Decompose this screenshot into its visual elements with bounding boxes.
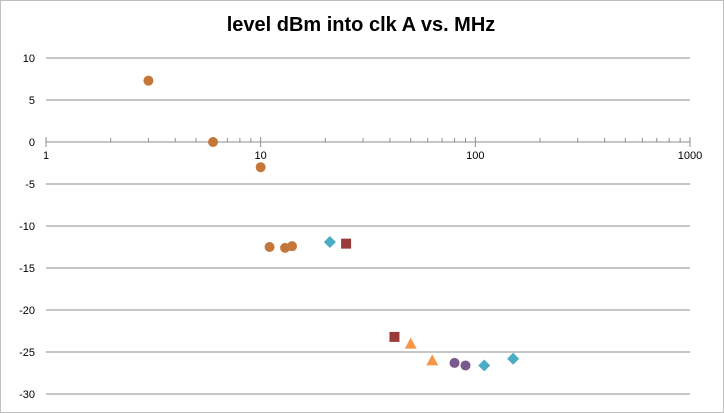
y-tick-label: -20	[19, 305, 35, 317]
y-tick-label: 0	[29, 137, 35, 149]
y-tick-label: -5	[25, 179, 35, 191]
y-tick-label: 10	[23, 53, 35, 65]
triangle-marker	[426, 354, 439, 366]
y-tick-label: -10	[19, 221, 35, 233]
circle-marker	[208, 137, 219, 147]
square-marker	[389, 331, 400, 342]
circle-marker	[143, 75, 154, 86]
y-tick-label: -25	[19, 347, 35, 359]
circle-marker	[255, 162, 266, 173]
x-tick-label: 1	[43, 150, 49, 162]
gridlines	[46, 57, 690, 395]
axes	[45, 137, 691, 147]
x-tick-label: 100	[466, 150, 484, 162]
x-tick-label: 1000	[678, 150, 702, 162]
data-points	[143, 75, 520, 372]
y-tick-label: -30	[19, 389, 35, 401]
y-tick-label: -15	[19, 263, 35, 275]
chart-title: level dBm into clk A vs. MHz	[226, 14, 496, 36]
x-tick-label: 10	[255, 150, 267, 162]
circle-marker	[449, 357, 460, 368]
triangle-marker	[404, 337, 417, 349]
y-tick-label: 5	[29, 95, 35, 107]
diamond-marker	[478, 359, 491, 372]
circle-marker	[264, 242, 275, 252]
circle-marker	[287, 241, 298, 252]
square-marker	[341, 238, 352, 249]
diamond-marker	[323, 235, 336, 248]
tick-labels: 10 5 0 -5 -10 -15 -20 -25 -30 1 10 100 1000	[19, 53, 702, 401]
diamond-marker	[507, 352, 520, 365]
circle-marker	[460, 360, 471, 371]
